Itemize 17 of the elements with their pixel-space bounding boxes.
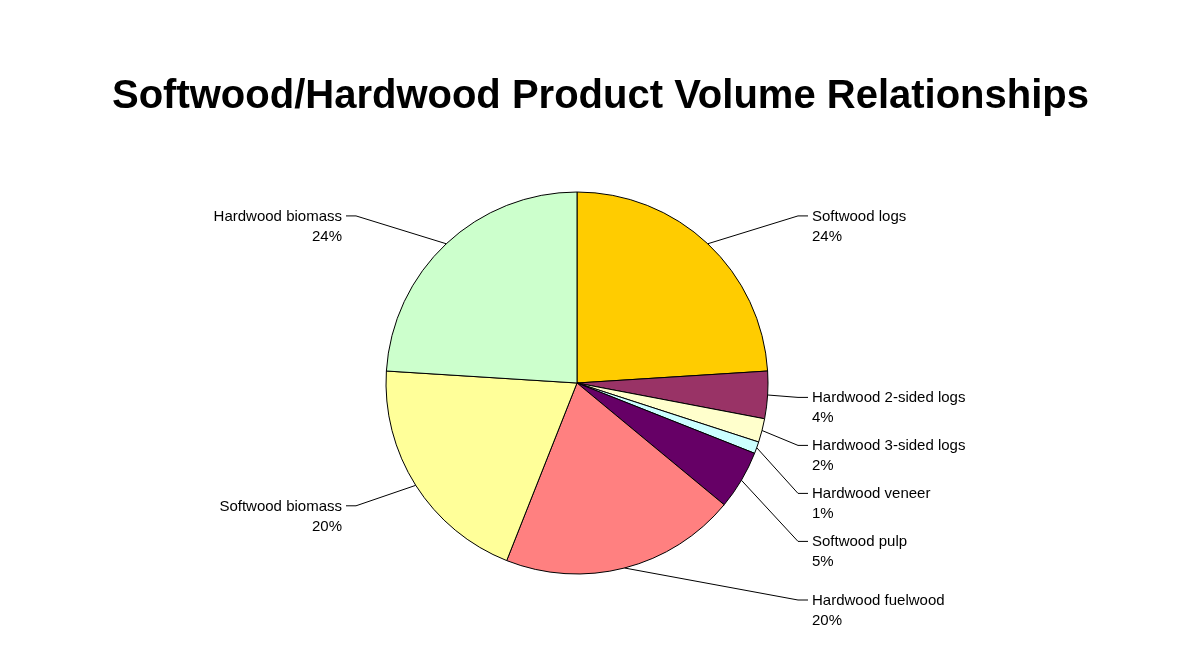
slice-label: Softwood pulp	[812, 532, 908, 550]
slice-label: Hardwood 3-sided logs	[812, 436, 966, 454]
slice-label: Hardwood veneer	[812, 484, 931, 502]
slice-label: Softwood logs	[812, 206, 907, 224]
data-label: 1%	[812, 504, 834, 522]
data-label: 24%	[812, 226, 843, 244]
slice-label: Hardwood biomass	[213, 206, 342, 224]
data-label: 20%	[311, 516, 342, 534]
chart-title: Softwood/Hardwood Product Volume Relationships	[111, 72, 1090, 116]
data-label: 5%	[812, 552, 834, 570]
slice-label: Hardwood 2-sided logs	[812, 388, 966, 406]
slice-label: Softwood biomass	[219, 496, 342, 514]
data-label: 20%	[812, 611, 843, 628]
data-label: 4%	[812, 408, 834, 426]
slice-label: Hardwood fuelwood	[812, 591, 945, 608]
data-label: 24%	[311, 226, 342, 244]
data-label: 2%	[812, 456, 834, 474]
